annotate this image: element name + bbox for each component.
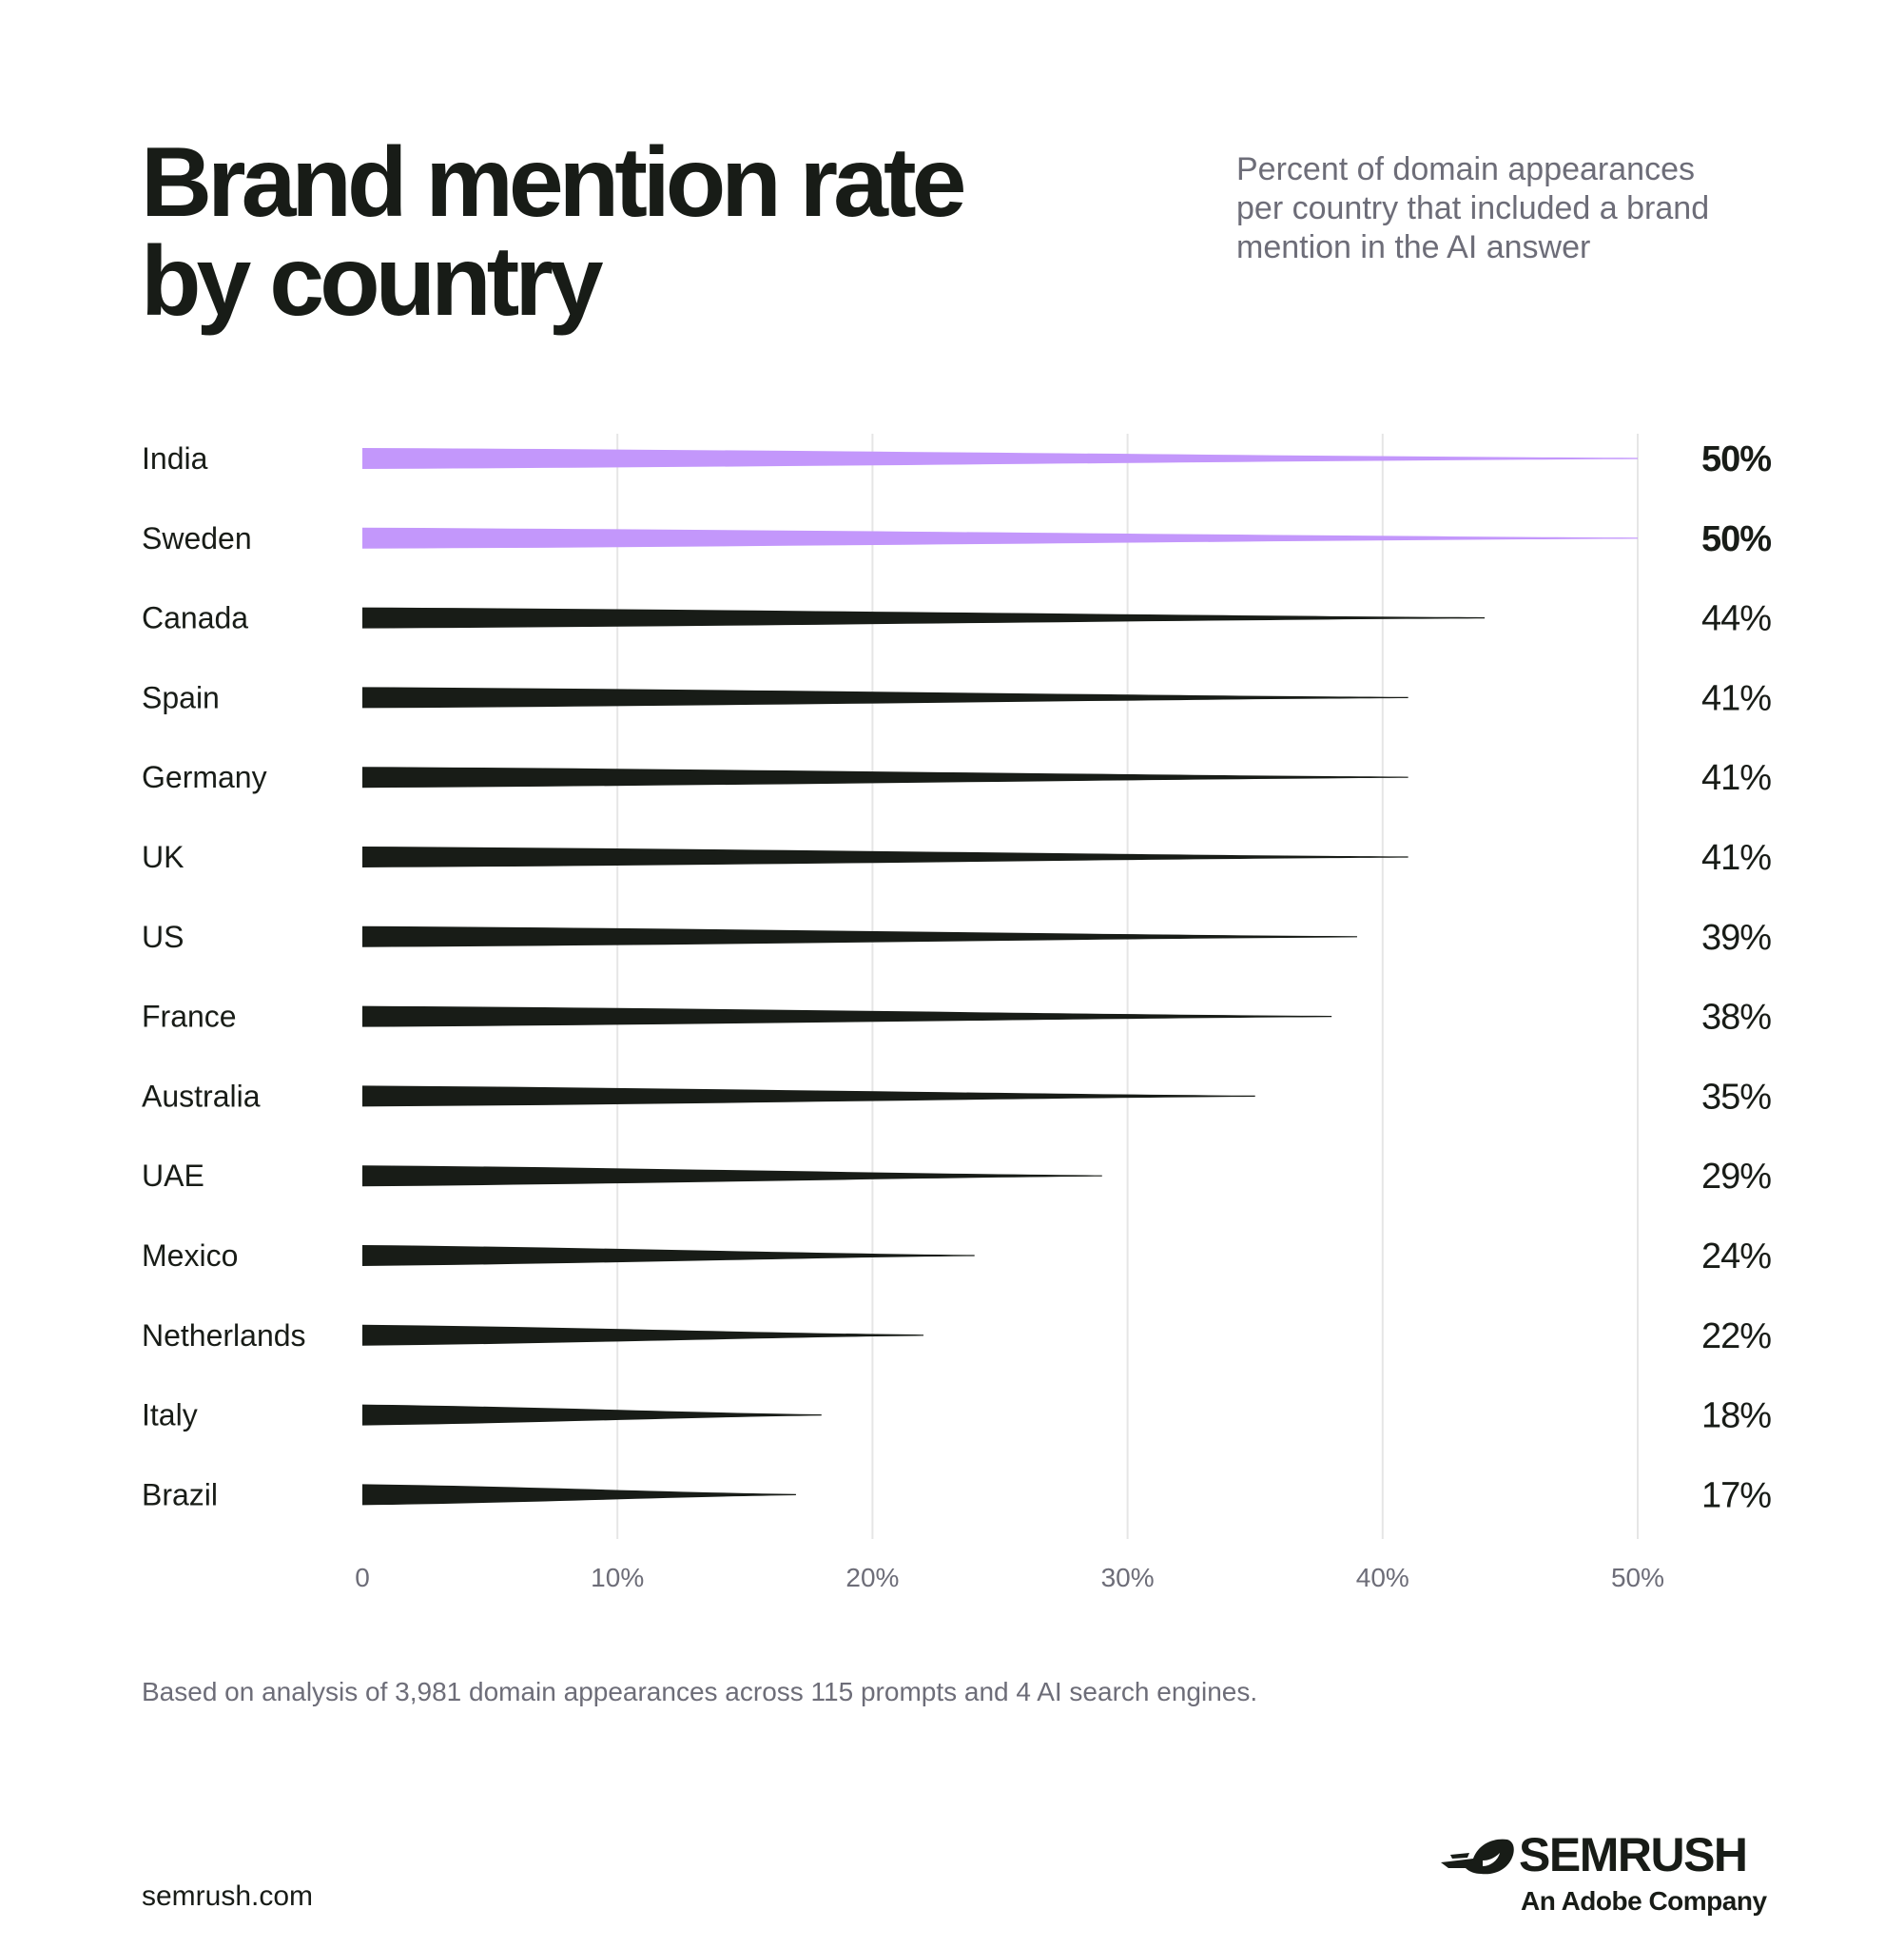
bar (362, 1005, 1332, 1027)
category-label: Netherlands (142, 1318, 306, 1353)
bar (362, 1404, 822, 1426)
chart-subtitle: Percent of domain appearances per countr… (1236, 150, 1807, 267)
logo-tagline: An Adobe Company (1521, 1886, 1767, 1916)
chart-title-line-1: Brand mention rate (141, 127, 966, 238)
value-label: 41% (1701, 678, 1771, 718)
x-tick-label: 40% (1356, 1563, 1409, 1592)
chart-subtitle-line-1: Percent of domain appearances (1236, 151, 1695, 187)
value-label: 44% (1701, 599, 1771, 639)
x-tick-label: 30% (1101, 1563, 1155, 1592)
category-label: Mexico (142, 1238, 238, 1273)
value-label: 18% (1701, 1396, 1771, 1436)
semrush-fireball-icon (1441, 1839, 1514, 1875)
value-label: 50% (1701, 439, 1771, 479)
x-tick-label: 50% (1611, 1563, 1664, 1592)
value-label: 39% (1701, 918, 1771, 958)
x-tick-label: 10% (591, 1563, 644, 1592)
bar (362, 925, 1357, 947)
category-label: US (142, 920, 184, 954)
bar (362, 527, 1638, 549)
category-label: Sweden (142, 521, 252, 555)
value-label: 17% (1701, 1475, 1771, 1515)
site-link[interactable]: semrush.com (142, 1880, 314, 1912)
value-label: 24% (1701, 1237, 1771, 1276)
semrush-logo[interactable]: SEMRUSH An Adobe Company (1441, 1828, 1774, 1923)
x-tick-label: 20% (845, 1563, 899, 1592)
category-label: Italy (142, 1398, 198, 1432)
bar (362, 448, 1638, 469)
category-label: Germany (142, 760, 267, 794)
bar (362, 1324, 924, 1346)
value-label: 38% (1701, 998, 1771, 1038)
chart-title: Brand mention rate by country (141, 133, 1092, 331)
value-label: 50% (1701, 519, 1771, 559)
value-label: 41% (1701, 758, 1771, 798)
bar (362, 847, 1409, 867)
bar (362, 607, 1486, 629)
chart-subtitle-line-3: mention in the AI answer (1236, 229, 1591, 265)
value-label: 29% (1701, 1157, 1771, 1197)
value-label: 22% (1701, 1316, 1771, 1356)
value-label: 35% (1701, 1077, 1771, 1117)
bar (362, 1245, 975, 1266)
logo-wordmark: SEMRUSH (1519, 1828, 1748, 1881)
chart-subtitle-line-2: per country that included a brand (1236, 190, 1710, 226)
category-label: UAE (142, 1159, 204, 1193)
category-label: India (142, 441, 208, 476)
category-label: Spain (142, 680, 220, 714)
bar (362, 767, 1409, 789)
category-label: Australia (142, 1079, 261, 1113)
category-label: France (142, 1000, 237, 1034)
value-label: 41% (1701, 838, 1771, 878)
category-label: Brazil (142, 1477, 218, 1511)
bar (362, 687, 1409, 709)
chart-title-line-2: by country (141, 226, 604, 337)
category-label: UK (142, 840, 184, 874)
bar (362, 1165, 1102, 1187)
x-tick-label: 0 (355, 1563, 370, 1592)
category-label: Canada (142, 601, 248, 635)
bar-chart: 0 10% 20% 30% 40% 50% India 50% Sweden 50% Canada 4… (142, 434, 1772, 1592)
bar (362, 1484, 796, 1506)
footnote: Based on analysis of 3,981 domain appear… (142, 1677, 1258, 1706)
bar (362, 1085, 1255, 1107)
